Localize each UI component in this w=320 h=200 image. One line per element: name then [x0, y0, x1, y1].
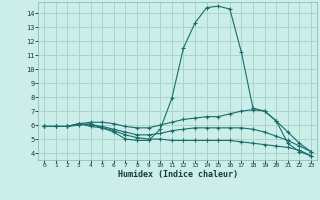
X-axis label: Humidex (Indice chaleur): Humidex (Indice chaleur) — [118, 170, 238, 179]
